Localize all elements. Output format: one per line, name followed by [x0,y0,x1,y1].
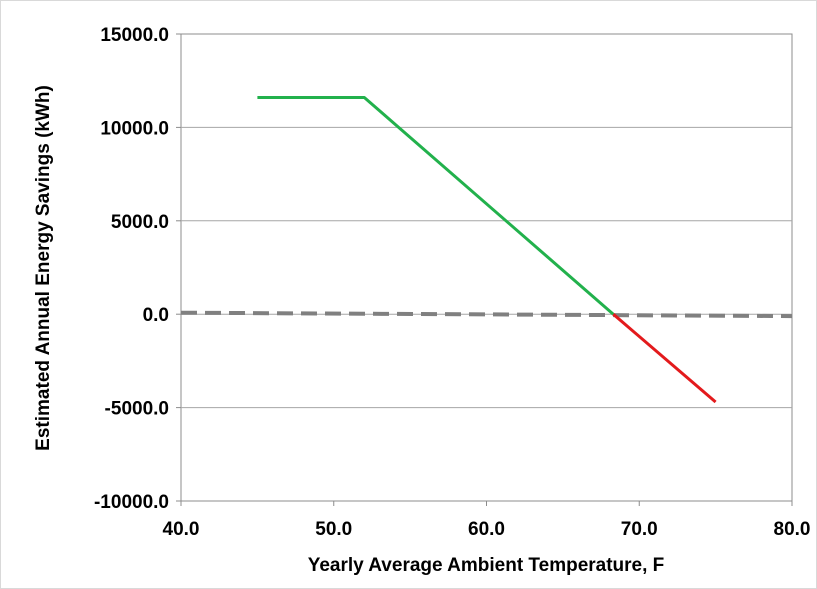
x-tick-label: 80.0 [774,519,811,540]
series-line [257,96,615,316]
axis-ticks [176,33,793,506]
series-group [180,96,793,404]
y-axis-title: Estimated Annual Energy Savings (kWh) [33,85,54,451]
series-line [612,313,717,404]
x-tick-label: 60.0 [468,519,505,540]
x-tick-label: 70.0 [621,519,658,540]
x-tick-label: 50.0 [315,519,352,540]
series-line [180,310,793,319]
y-tick-label: 0.0 [143,305,169,326]
y-tick-label: 10000.0 [100,118,169,139]
y-tick-label: -5000.0 [105,399,169,420]
y-tick-label: 15000.0 [100,25,169,46]
y-tick-label: 5000.0 [111,212,169,233]
plot-area [180,33,793,502]
x-axis-title: Yearly Average Ambient Temperature, F [308,555,665,576]
tick-labels: 15000.0 10000.0 5000.0 0.0 -5000.0 -10000.0 40… [94,25,811,540]
x-tick-label: 40.0 [163,519,200,540]
y-tick-label: -10000.0 [94,492,169,513]
